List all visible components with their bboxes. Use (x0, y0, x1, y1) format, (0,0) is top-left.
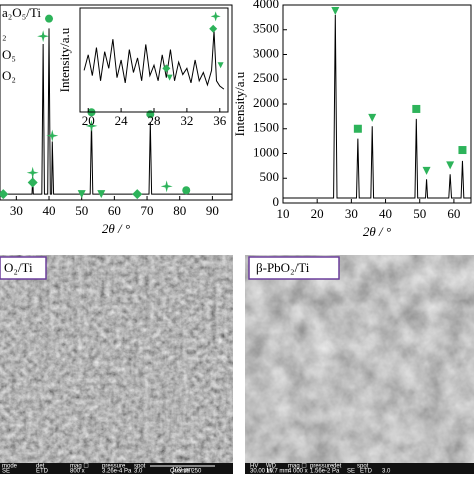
info-text: WD (266, 464, 277, 470)
info-text: 16.7 mm (266, 469, 289, 474)
x-axis-label: 2θ / ° (102, 221, 130, 236)
label-box (248, 256, 340, 280)
info-text: spot (134, 464, 146, 470)
image-label: β-PbO₂/Ti (256, 260, 310, 275)
x-tick-label: 60 (108, 203, 121, 218)
x-tick-label: 10 (277, 206, 290, 221)
data-marker (45, 14, 54, 23)
legend-fragment: ₂ (2, 26, 7, 41)
y-tick-label: 2000 (253, 95, 279, 110)
data-marker (37, 30, 50, 43)
info-text: ETD (36, 469, 49, 474)
x-tick-label: 30 (345, 206, 358, 221)
data-line (0, 28, 232, 195)
info-text: ETD (360, 469, 373, 474)
plot-frame (282, 4, 472, 204)
info-text: SE (347, 469, 355, 474)
data-marker (0, 189, 9, 200)
info-text: 3.0 (134, 469, 143, 474)
plot-frame (0, 4, 233, 201)
data-marker (182, 186, 191, 195)
legend-fragment: O₅ (2, 47, 16, 62)
x-tick-label: 20 (82, 113, 95, 128)
data-marker (46, 129, 59, 142)
info-text: det (36, 464, 45, 470)
info-bar (245, 463, 474, 474)
info-text: mag ☐ (288, 463, 307, 470)
x-tick-label: 32 (180, 113, 193, 128)
x-tick-label: 24 (115, 113, 129, 128)
info-text: spot (357, 464, 369, 470)
x-tick-label: 50 (75, 203, 88, 218)
legend-fragment: O₂ (2, 68, 16, 83)
sem-image (245, 255, 474, 463)
x-tick-label: 50 (413, 206, 426, 221)
plot-frame (79, 7, 229, 113)
x-tick-label: 90 (206, 203, 219, 218)
info-text: 1.56e-2 Pa (310, 469, 340, 474)
x-tick-label: 40 (43, 203, 56, 218)
data-marker (217, 62, 224, 69)
y-axis-label: Intensity/a.u (232, 71, 247, 136)
data-marker (422, 166, 431, 175)
x-tick-label: 70 (141, 203, 154, 218)
data-marker (160, 180, 173, 193)
data-marker (27, 177, 38, 188)
data-marker (446, 161, 455, 170)
data-marker (412, 104, 421, 113)
info-text: 3.26e-4 Pa (102, 469, 132, 474)
sem-image (0, 255, 233, 463)
data-marker (97, 190, 106, 199)
label-box (0, 256, 47, 280)
x-tick-label: 30 (10, 203, 23, 218)
info-text: 4 000 x (288, 469, 308, 474)
x-tick-label: 40 (379, 206, 392, 221)
data-line (283, 14, 471, 199)
data-marker (26, 166, 39, 179)
info-bar (0, 463, 233, 474)
data-marker (353, 124, 362, 133)
data-marker (368, 113, 377, 122)
data-marker (162, 64, 171, 73)
info-text: pressure (310, 464, 334, 470)
y-tick-label: 4000 (253, 0, 279, 11)
info-text: 800 x (70, 469, 85, 474)
data-line (83, 30, 225, 90)
x-tick-label: 80 (173, 203, 186, 218)
info-text: mag ☐ (70, 463, 89, 470)
data-marker (210, 11, 221, 22)
x-tick-label: 36 (213, 113, 227, 128)
x-tick-label: 20 (311, 206, 324, 221)
y-tick-label: 2500 (253, 70, 279, 85)
info-text: Quanta 250 (170, 469, 202, 474)
image-label: O₂/Ti (4, 260, 33, 275)
info-text: 3.0 (382, 469, 391, 474)
x-tick-label: 60 (447, 206, 460, 221)
data-marker (77, 190, 86, 199)
y-tick-label: 0 (273, 194, 280, 209)
data-marker (85, 119, 98, 132)
data-marker (166, 74, 173, 81)
info-text: SE (2, 469, 10, 474)
info-text: det (333, 464, 342, 470)
y-axis-label: Intensity/a.u (57, 27, 72, 92)
y-tick-label: 1500 (253, 120, 279, 135)
info-text: pressure (102, 464, 126, 470)
y-tick-label: 3500 (253, 21, 279, 36)
scale-label: 100 μm (172, 468, 192, 474)
y-tick-label: 500 (260, 169, 280, 184)
info-text: mode (2, 464, 18, 470)
y-tick-label: 3000 (253, 45, 279, 60)
info-text: HV (250, 464, 258, 470)
legend-fragment: a₂O₅/Ti (2, 5, 41, 20)
data-marker (331, 6, 340, 15)
info-text: 30.00 kV (250, 469, 274, 474)
data-marker (132, 189, 143, 200)
data-marker (458, 146, 467, 155)
x-tick-label: 28 (148, 113, 161, 128)
y-tick-label: 1000 (253, 144, 279, 159)
data-marker (209, 24, 218, 33)
x-axis-label: 2θ / ° (363, 224, 391, 239)
